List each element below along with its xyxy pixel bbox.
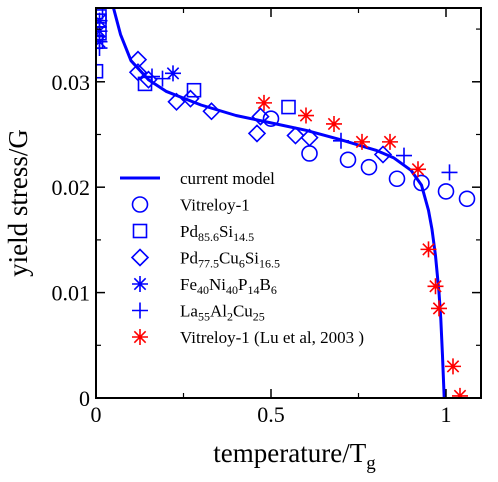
- legend-marker: [132, 302, 148, 319]
- legend-marker: [132, 329, 148, 345]
- data-point: [262, 110, 280, 127]
- data-point: [382, 133, 398, 150]
- legend-label: Fe40Ni40P14B6: [180, 275, 277, 297]
- legend-label: Pd85.6Si14.5: [180, 222, 254, 244]
- data-point: [298, 107, 314, 124]
- data-point: [301, 145, 318, 162]
- data-point: [128, 63, 148, 82]
- data-point: [360, 158, 378, 176]
- x-axis-title-main: temperature/T: [213, 438, 366, 468]
- plot-frame: [95, 7, 482, 399]
- data-point: [251, 107, 270, 126]
- legend-label: Vitreloy-1: [180, 196, 250, 215]
- data-point: [96, 40, 108, 57]
- data-point: [396, 147, 412, 164]
- legend-label: Pd77.5Cu6Si16.5: [180, 249, 280, 271]
- legend-label: La55Al2Cu25: [180, 302, 265, 324]
- ticks-layer: 0 0.5 1 0 0.01 0.02 0.03: [52, 8, 481, 427]
- data-point: [96, 23, 108, 40]
- data-point: [256, 94, 272, 111]
- model-curve: [112, 8, 446, 398]
- legend-label: Vitreloy-1 (Lu et al, 2003 ): [180, 328, 364, 347]
- legend-marker: [131, 196, 149, 213]
- series-1: [262, 110, 476, 208]
- data-point: [445, 358, 461, 375]
- data-point: [458, 190, 476, 208]
- x-tick-label: 0: [91, 402, 102, 427]
- x-tick-label: 1: [441, 402, 452, 427]
- data-point: [96, 12, 108, 29]
- data-point: [437, 183, 455, 200]
- series-0: [112, 8, 446, 398]
- x-tick-label: 0.5: [257, 402, 285, 427]
- data-point: [410, 161, 426, 178]
- data-point: [247, 124, 267, 143]
- legend: current model Vitreloy-1 Pd85.6Si14.5 Pd77.…: [120, 169, 364, 347]
- data-point: [420, 241, 437, 258]
- data-point: [286, 126, 305, 145]
- y-tick-label: 0.01: [52, 281, 91, 306]
- data-point: [373, 145, 393, 164]
- legend-label: current model: [180, 169, 275, 188]
- data-point: [281, 99, 296, 115]
- series-layer: [96, 8, 476, 398]
- legend-marker: [132, 223, 148, 239]
- y-tick-label: 0: [79, 386, 90, 411]
- data-point: [181, 89, 200, 108]
- data-point: [413, 174, 430, 192]
- data-point: [186, 82, 202, 98]
- y-tick-label: 0.03: [52, 70, 91, 95]
- data-point: [202, 102, 221, 121]
- data-point: [300, 128, 319, 147]
- series-5: [96, 14, 458, 181]
- data-point: [165, 65, 181, 82]
- data-point: [96, 63, 104, 79]
- data-point: [96, 14, 104, 31]
- data-point: [354, 133, 370, 150]
- data-point: [431, 300, 447, 317]
- data-point: [96, 8, 104, 20]
- data-point: [154, 70, 171, 87]
- data-point: [339, 151, 357, 169]
- series-6: [256, 94, 468, 398]
- data-point: [441, 164, 458, 181]
- data-point: [326, 115, 342, 132]
- data-point: [427, 278, 444, 295]
- data-point: [128, 50, 148, 69]
- data-point: [96, 28, 104, 45]
- legend-marker: [130, 248, 150, 267]
- legend-marker: [132, 276, 148, 292]
- y-tick-label: 0.02: [52, 175, 91, 200]
- data-point: [452, 387, 468, 398]
- data-point: [167, 92, 186, 111]
- x-axis-title: temperature/Tg: [213, 438, 376, 474]
- y-axis-title: yield stress/G: [3, 129, 33, 277]
- data-point: [333, 132, 349, 149]
- data-point: [388, 170, 406, 188]
- data-point: [144, 68, 160, 85]
- x-axis-title-subscript: g: [366, 453, 376, 474]
